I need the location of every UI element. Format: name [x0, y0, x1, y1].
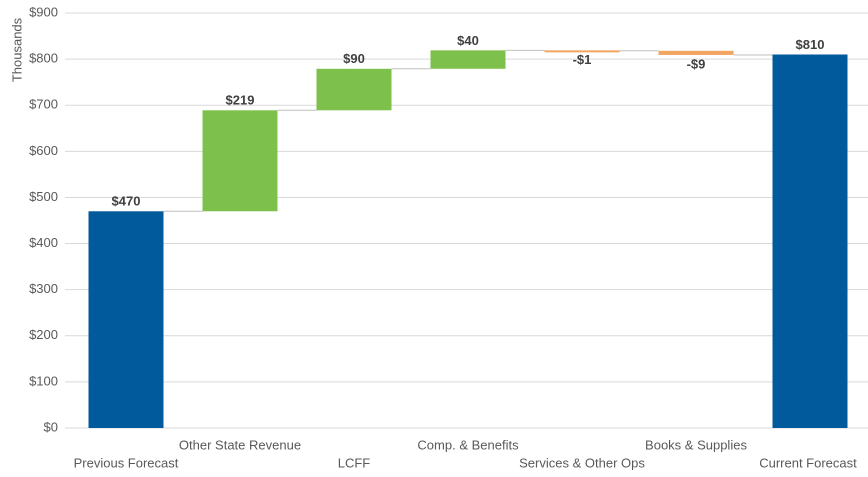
bar: [202, 110, 278, 212]
y-tick-label: $0: [44, 419, 58, 434]
x-tick-label: LCFF: [338, 455, 371, 470]
y-tick-label: $800: [29, 51, 58, 66]
bar: [772, 54, 848, 428]
x-tick-label: Current Forecast: [759, 455, 857, 470]
y-tick-label: $100: [29, 373, 58, 388]
y-tick-label: $300: [29, 281, 58, 296]
x-tick-label: Comp. & Benefits: [417, 437, 519, 452]
bar: [544, 50, 620, 53]
x-tick-label: Other State Revenue: [179, 437, 301, 452]
data-label: $219: [226, 93, 255, 108]
data-label: $470: [112, 194, 141, 209]
bar: [88, 211, 164, 428]
bar: [430, 50, 506, 69]
data-label: $90: [343, 51, 365, 66]
y-tick-label: $900: [29, 4, 58, 19]
data-label: -$9: [687, 56, 706, 71]
x-tick-label: Books & Supplies: [645, 437, 747, 452]
data-label: $810: [796, 37, 825, 52]
y-axis-label: Thousands: [9, 17, 24, 82]
y-tick-label: $500: [29, 189, 58, 204]
data-label: -$1: [573, 52, 592, 67]
y-tick-label: $700: [29, 97, 58, 112]
y-tick-label: $600: [29, 143, 58, 158]
bar: [658, 50, 734, 55]
bar: [316, 68, 392, 111]
y-tick-label: $200: [29, 327, 58, 342]
y-tick-label: $400: [29, 235, 58, 250]
data-label: $40: [457, 33, 479, 48]
x-tick-label: Previous Forecast: [74, 455, 179, 470]
x-tick-label: Services & Other Ops: [519, 455, 645, 470]
